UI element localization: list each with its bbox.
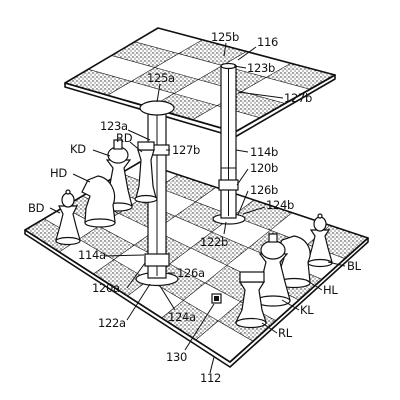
label-KD: KD — [70, 142, 86, 156]
label-RL: RL — [278, 326, 293, 340]
board-dark-square — [157, 174, 217, 203]
lower-board-thickness — [24, 229, 369, 368]
label-125b: 125b — [211, 30, 239, 44]
dark-bishop-BD — [55, 189, 81, 246]
cube-130 — [211, 293, 222, 304]
upper-board-squares — [64, 39, 336, 121]
label-124b: 124b — [266, 198, 294, 212]
post-collar-120b — [218, 179, 239, 191]
label-123a: 123a — [100, 119, 128, 133]
light-rook-RL — [235, 271, 267, 329]
dark-rook-RD — [134, 141, 158, 204]
label-122b: 122b — [200, 235, 228, 249]
label-BL: BL — [347, 259, 362, 273]
post-114b — [212, 62, 246, 225]
label-120b: 120b — [250, 161, 278, 175]
post-cap-123b — [220, 62, 237, 70]
label-KL: KL — [300, 303, 314, 317]
reference-labels: 125b 116 123b 125a 127b 123a RD KD 127b … — [28, 30, 362, 385]
board-dark-square — [110, 41, 180, 68]
label-114b: 114b — [250, 145, 278, 159]
label-122a: 122a — [98, 316, 126, 330]
board-dark-square — [64, 68, 132, 96]
label-126b: 126b — [250, 183, 278, 197]
light-bishop-BL — [307, 213, 333, 268]
label-116: 116 — [257, 35, 278, 49]
label-RD: RD — [116, 131, 133, 145]
label-125a: 125a — [147, 71, 175, 85]
label-130: 130 — [166, 350, 187, 364]
label-HL: HL — [323, 283, 338, 297]
post-cap-125a — [139, 100, 175, 116]
leader-lines — [49, 42, 346, 374]
label-BD: BD — [28, 201, 45, 215]
light-king-KL — [255, 233, 291, 307]
label-126a: 126a — [177, 266, 205, 280]
dark-knight-HD — [81, 175, 116, 228]
label-120a: 120a — [92, 281, 120, 295]
label-127b-mid: 127b — [172, 143, 200, 157]
label-112: 112 — [200, 371, 221, 385]
post-collar-120a — [144, 253, 170, 267]
label-HD: HD — [50, 166, 67, 180]
label-127b-top: 127b — [284, 91, 312, 105]
label-123b: 123b — [247, 61, 275, 75]
label-124a: 124a — [168, 310, 196, 324]
label-114a: 114a — [78, 248, 106, 262]
